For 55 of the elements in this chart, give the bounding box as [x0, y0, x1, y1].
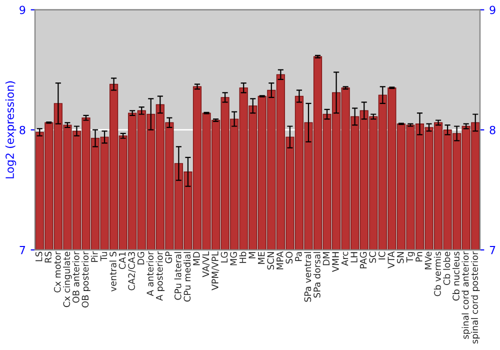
x-tick-label: spinal cord posterior	[470, 251, 480, 344]
x-tick-label: MVe	[424, 252, 432, 270]
x-tick-label: VA/VL	[202, 251, 210, 278]
x-tick-label: SPa ventral	[304, 252, 312, 302]
x-tick-label: Hb	[239, 252, 246, 263]
x-tick-label: Pn	[416, 252, 422, 262]
x-tick-label: OB anterior	[72, 251, 80, 303]
x-tick-label: VMH	[332, 252, 339, 272]
x-tick-label: ME	[258, 252, 265, 264]
x-tick-label: CA2/CA3	[128, 252, 136, 290]
x-tick-label: Pir	[90, 251, 98, 262]
x-tick-label: CPu medial	[184, 252, 191, 302]
y-tick-label: 9	[20, 6, 26, 14]
x-tick-label: Tg	[406, 252, 415, 263]
x-tick-label: CA1	[118, 252, 126, 270]
y2-tick-label: 9	[490, 6, 496, 14]
x-tick-label: Cb lobe	[443, 252, 450, 286]
y-tick-label: 8	[20, 126, 26, 134]
x-tick-label: Cb vermis	[434, 252, 441, 296]
x-tick-label: LH	[350, 252, 358, 262]
x-tick-label: CPu lateral	[174, 252, 182, 300]
x-tick-label: VPM/VPL	[212, 251, 220, 290]
x-tick-label: Tu	[100, 252, 108, 262]
x-tick-label: LS	[35, 252, 42, 262]
x-tick-label: SPa dorsal	[313, 252, 320, 298]
x-tick-label: DM	[322, 252, 330, 266]
y2-tick-label: 8	[490, 126, 496, 134]
y-axis-title: Log2 (expression)	[5, 81, 16, 178]
y-tick-label: 7	[20, 246, 26, 254]
x-tick-label: DG	[137, 252, 144, 264]
x-tick-label: OB posterior	[82, 251, 90, 308]
x-tick-label: Cx motor	[54, 251, 61, 292]
x-tick-label: A anterior	[146, 251, 154, 296]
x-tick-label: PAG	[360, 252, 367, 268]
y2-tick-label: 7	[490, 246, 496, 254]
x-tick-label: LG	[220, 252, 228, 262]
x-tick-label: IC	[378, 252, 386, 260]
x-tick-label: Pa	[295, 252, 302, 261]
x-tick-label: ventral S	[109, 252, 116, 292]
x-tick-label: Cx cingulate	[63, 252, 72, 308]
x-tick-label: A posterior	[156, 251, 165, 301]
x-tick-label: MG	[230, 252, 237, 266]
x-tick-label: spinal cord anterior	[462, 251, 470, 339]
x-tick-label: SO	[286, 252, 293, 264]
x-tick-label: SCN	[267, 252, 274, 270]
x-tick-label: GP	[165, 252, 172, 264]
x-tick-label: Cb nucleus	[452, 252, 460, 301]
x-tick-label: SC	[369, 252, 376, 263]
x-tick-label: RS	[44, 252, 52, 262]
x-tick-label: SN	[396, 252, 404, 264]
x-tick-label: MD	[193, 252, 200, 266]
x-tick-label: Arc	[341, 252, 348, 266]
x-tick-label: VTA	[388, 251, 394, 268]
x-tick-label: M	[248, 252, 256, 258]
x-tick-label: MPA	[276, 251, 284, 270]
